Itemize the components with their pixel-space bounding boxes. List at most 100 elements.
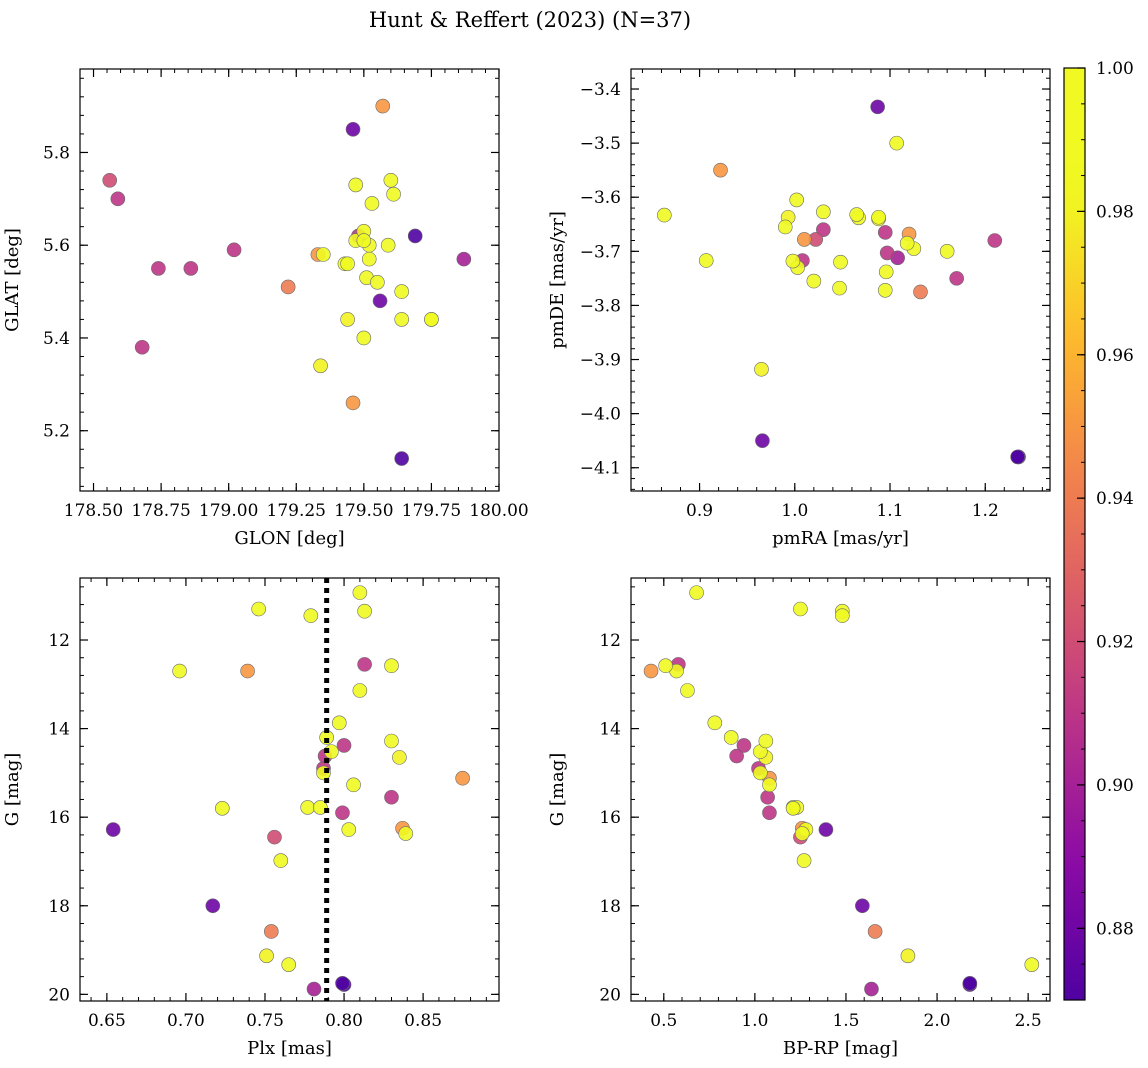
data-point <box>680 683 695 698</box>
axes-frame <box>630 577 1051 1002</box>
panel-bprp-g: 0.5 1.0 1.5 2.0 2.5 12 14 16 18 20 BP-RP [mag] G [m… <box>547 577 1051 1059</box>
data-point <box>658 658 673 674</box>
colorbar-tick-label: 0.94 <box>1096 489 1134 509</box>
data-point <box>215 801 230 816</box>
data-point <box>879 245 895 261</box>
y-axis-label: G [mag] <box>2 753 23 826</box>
figure-title: Hunt & Reffert (2023) (N=37) <box>369 8 691 32</box>
x-tick-label: 0.80 <box>325 1011 363 1031</box>
data-point <box>797 232 812 247</box>
data-point <box>151 261 166 276</box>
y-tick-label: 20 <box>599 985 621 1005</box>
data-point <box>762 805 777 821</box>
data-point <box>878 264 894 280</box>
y-tick-label: 14 <box>48 720 70 740</box>
axes-frame <box>79 68 500 492</box>
x-tick-label: 1.0 <box>781 501 808 521</box>
data-point <box>361 251 377 267</box>
data-point <box>877 282 893 298</box>
data-point <box>755 433 770 448</box>
data-point <box>332 715 347 731</box>
data-point <box>877 225 893 240</box>
data-point <box>346 777 361 793</box>
data-point <box>300 800 315 815</box>
x-tick-label: 0.75 <box>246 1011 284 1031</box>
data-point <box>707 715 723 731</box>
data-point <box>832 280 847 296</box>
data-point <box>424 312 439 327</box>
data-point <box>336 738 352 753</box>
data-point <box>348 177 364 193</box>
panel-glon-glat: 178.50 178.75 179.00 179.25 179.50 179.75 180.… <box>2 68 529 549</box>
data-point <box>835 608 850 623</box>
x-tick-label: 0.85 <box>404 1011 442 1031</box>
x-tick-label: 178.75 <box>131 501 190 521</box>
data-point <box>1024 957 1040 972</box>
y-tick-label: 18 <box>48 897 70 917</box>
data-point <box>340 256 355 272</box>
data-point <box>900 948 916 964</box>
y-tick-label: 5.6 <box>43 236 70 256</box>
y-tick-label: 12 <box>48 631 70 651</box>
x-tick-label: 1.5 <box>832 1011 859 1031</box>
data-point <box>259 948 274 964</box>
data-point <box>723 730 739 745</box>
x-tick-label: 0.70 <box>167 1011 205 1031</box>
data-point <box>205 898 221 914</box>
data-point <box>456 251 472 267</box>
colorbar-tick-label: 1.00 <box>1096 59 1134 79</box>
y-tick-label: −3.4 <box>580 80 621 100</box>
data-point <box>657 207 672 223</box>
y-axis-label: G [mag] <box>547 753 568 826</box>
x-tick-label: 1.2 <box>972 501 999 521</box>
data-point <box>306 981 322 997</box>
data-point <box>394 312 409 327</box>
x-axis-label: Plx [mas] <box>247 1038 332 1059</box>
x-tick-label: 0.5 <box>650 1011 677 1031</box>
data-point <box>643 663 659 679</box>
data-point <box>392 750 407 765</box>
colorbar-tick-label: 0.96 <box>1096 346 1134 366</box>
x-tick-label: 179.25 <box>267 501 326 521</box>
data-point <box>335 975 350 991</box>
data-point <box>899 235 915 251</box>
data-point <box>855 898 870 914</box>
data-point <box>713 162 728 178</box>
data-point <box>383 172 399 188</box>
y-tick-label: 5.2 <box>43 422 70 442</box>
data-point <box>345 395 361 411</box>
data-point <box>698 253 714 268</box>
data-point <box>356 330 372 346</box>
data-point <box>380 237 396 253</box>
data-point <box>352 683 368 698</box>
axes-frame <box>79 577 500 1002</box>
data-point <box>754 361 769 377</box>
x-tick-label: 179.00 <box>199 501 258 521</box>
data-point <box>240 663 255 679</box>
data-point <box>816 222 831 237</box>
data-point <box>315 247 331 262</box>
data-point <box>394 451 409 466</box>
data-point <box>273 853 289 868</box>
data-point <box>134 339 150 355</box>
data-point <box>736 738 752 753</box>
data-point <box>313 800 328 815</box>
data-point <box>913 284 928 300</box>
scatter-points <box>102 98 472 466</box>
data-point <box>753 765 768 781</box>
scatter-points <box>105 585 470 997</box>
y-tick-label: −4.1 <box>580 459 621 479</box>
colorbar-tick-label: 0.92 <box>1096 633 1134 653</box>
x-tick-label: 178.50 <box>64 501 123 521</box>
data-point <box>394 284 409 299</box>
colorbar-tick-label: 0.90 <box>1096 776 1134 796</box>
data-point <box>110 191 126 207</box>
data-point <box>889 135 904 151</box>
data-point <box>398 826 414 841</box>
data-point <box>281 957 297 972</box>
y-tick-label: 16 <box>48 808 70 828</box>
data-point <box>105 822 121 837</box>
data-point <box>793 601 808 617</box>
data-point <box>345 121 361 137</box>
